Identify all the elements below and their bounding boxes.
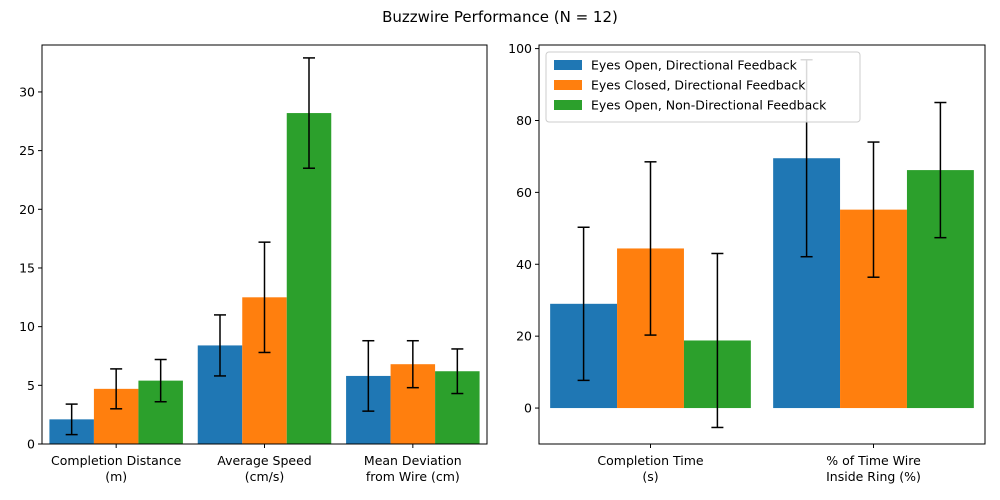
y-tick-label: 20 <box>19 202 35 217</box>
x-tick-label: Completion Time (s) <box>597 453 703 484</box>
error-bar <box>65 403 78 436</box>
error-bar <box>406 339 419 389</box>
x-tick-label: Completion Distance (m) <box>51 453 182 484</box>
error-bar <box>258 241 271 354</box>
left-bar-chart: 0 5 10 15 20 25 30 Completion Distance (m) Averag… <box>19 44 488 484</box>
legend-label: Eyes Closed, Directional Feedback <box>591 78 806 93</box>
legend-frame <box>545 51 861 123</box>
legend-swatch <box>554 60 582 70</box>
error-bar <box>711 252 724 429</box>
y-tick-label: 5 <box>27 378 35 393</box>
legend: Eyes Open, Directional Feedback Eyes Clos… <box>545 51 861 123</box>
legend-swatch <box>554 100 582 110</box>
error-bar <box>154 358 167 403</box>
error-bar <box>451 348 464 395</box>
y-tick-label: 25 <box>19 143 35 158</box>
legend-swatch <box>554 80 582 90</box>
legend-label: Eyes Open, Directional Feedback <box>591 58 798 73</box>
y-tick-label: 10 <box>19 319 35 334</box>
y-tick-label: 30 <box>19 84 35 99</box>
y-tick-label: 20 <box>516 329 532 344</box>
error-bar <box>303 57 315 169</box>
y-tick-label: 60 <box>516 185 532 200</box>
y-tick-label: 80 <box>516 113 532 128</box>
error-bar <box>644 161 657 336</box>
chart-title: Buzzwire Performance (N = 12) <box>382 8 618 26</box>
x-tick-label: Average Speed (cm/s) <box>217 453 312 484</box>
error-bar <box>110 368 123 410</box>
legend-label: Eyes Open, Non-Directional Feedback <box>591 98 827 113</box>
x-tick-label: Mean Deviation from Wire (cm) <box>364 453 462 484</box>
y-tick-label: 40 <box>516 257 532 272</box>
error-bar <box>362 339 375 412</box>
error-bar <box>934 101 947 239</box>
y-tick-label: 100 <box>508 41 532 56</box>
axes-frame <box>538 44 986 445</box>
error-bar <box>867 141 880 278</box>
y-tick-label: 0 <box>27 437 35 452</box>
x-tick-label: % of Time Wire Inside Ring (%) <box>826 453 921 484</box>
error-bar <box>577 226 590 382</box>
right-bar-chart: 0 20 40 60 80 100 Completion Time (s) % of Time … <box>508 41 986 484</box>
y-tick-label: 15 <box>19 260 35 275</box>
error-bar <box>214 314 226 377</box>
y-tick-label: 0 <box>524 401 532 416</box>
